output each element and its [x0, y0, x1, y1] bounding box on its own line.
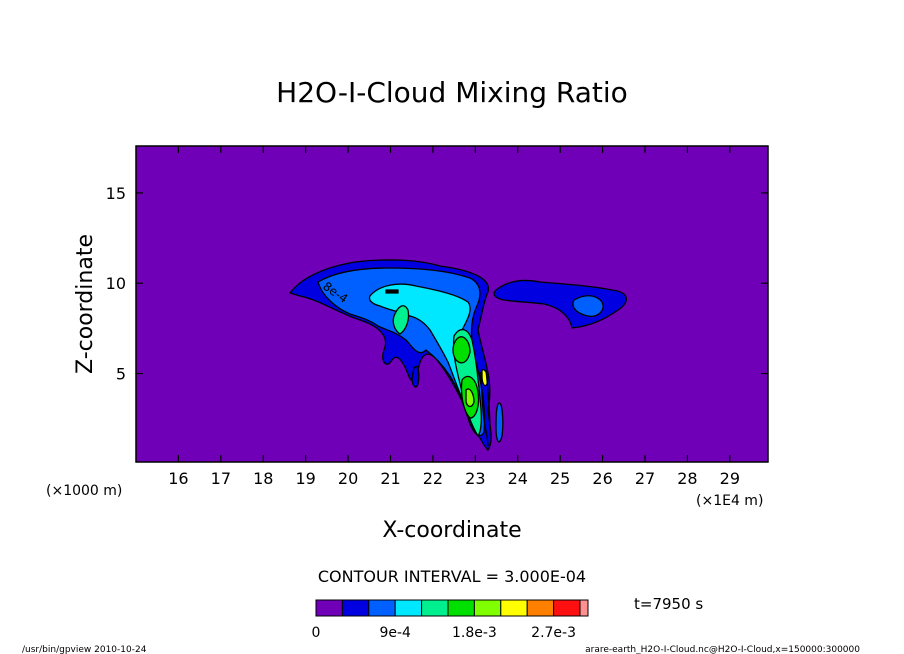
colorbar-label: 9e-4	[379, 625, 411, 641]
x-tick-label: 24	[508, 469, 528, 488]
contour-level-2-east	[572, 295, 604, 317]
colorbar-swatch	[553, 599, 581, 617]
x-tick-label: 16	[168, 469, 188, 488]
x-tick-label: 28	[677, 469, 697, 488]
contour-level-4	[392, 305, 410, 335]
x-tick-label: 21	[380, 469, 400, 488]
x-tick-label: 29	[720, 469, 740, 488]
colorbar-swatch	[315, 599, 343, 617]
contour-strand-2	[485, 369, 491, 431]
contour-dot	[385, 289, 399, 294]
x-tick-label: 22	[423, 469, 443, 488]
footer-left: /usr/bin/gpview 2010-10-24	[22, 645, 147, 654]
x-tick-label: 17	[211, 469, 231, 488]
x-tick-label: 23	[465, 469, 485, 488]
x-tick-label: 26	[592, 469, 612, 488]
colorbar-swatch	[421, 599, 449, 617]
x-tick-label: 20	[338, 469, 358, 488]
y-tick-label: 10	[106, 274, 126, 293]
y-tick-label: 5	[116, 365, 126, 384]
colorbar-swatch	[500, 599, 528, 617]
x-tick-label: 19	[295, 469, 315, 488]
contour-level-6	[465, 388, 475, 408]
contour-strand-1	[479, 371, 489, 447]
contour-strand-4	[411, 365, 420, 388]
colorbar-swatch	[579, 599, 589, 617]
plot-frame	[135, 145, 769, 463]
contour-strand-3	[495, 402, 504, 443]
colorbar-label: 1.8e-3	[452, 625, 497, 641]
footer-right: arare-earth_H2O-I-Cloud.nc@H2O-I-Cloud,x…	[585, 645, 860, 654]
x-tick-label: 25	[550, 469, 570, 488]
y-axis-label: Z-coordinate	[73, 234, 98, 374]
colorbar-label: 2.7e-3	[531, 625, 576, 641]
colorbar-swatch	[394, 599, 423, 617]
x-axis-label: X-coordinate	[382, 518, 521, 543]
x-unit-left: (×1000 m)	[46, 483, 122, 499]
colorbar-swatch	[473, 599, 502, 617]
colorbar-swatch	[526, 599, 555, 617]
y-tick-label: 15	[106, 184, 126, 203]
cloud-contours	[289, 259, 627, 451]
x-tick-label: 27	[635, 469, 655, 488]
colorbar-swatch	[341, 599, 370, 617]
colorbar-swatch	[447, 599, 475, 617]
colorbar-swatch	[368, 599, 396, 617]
y-axis: 5 10 15	[106, 184, 768, 384]
colorbar-label: 0	[312, 625, 321, 641]
x-tick-label: 18	[253, 469, 273, 488]
x-axis: 16 17 18 19 20 21 22 23 24 25 26 27 28 29	[168, 146, 740, 488]
chart-title: H2O-I-Cloud Mixing Ratio	[276, 76, 628, 109]
x-unit-right: (×1E4 m)	[696, 493, 763, 509]
contour-level-5	[452, 336, 471, 364]
colorbar: 0 9e-4 1.8e-3 2.7e-3	[312, 599, 589, 641]
time-label: t=7950 s	[634, 595, 703, 613]
contour-interval: CONTOUR INTERVAL = 3.000E-04	[318, 567, 586, 586]
